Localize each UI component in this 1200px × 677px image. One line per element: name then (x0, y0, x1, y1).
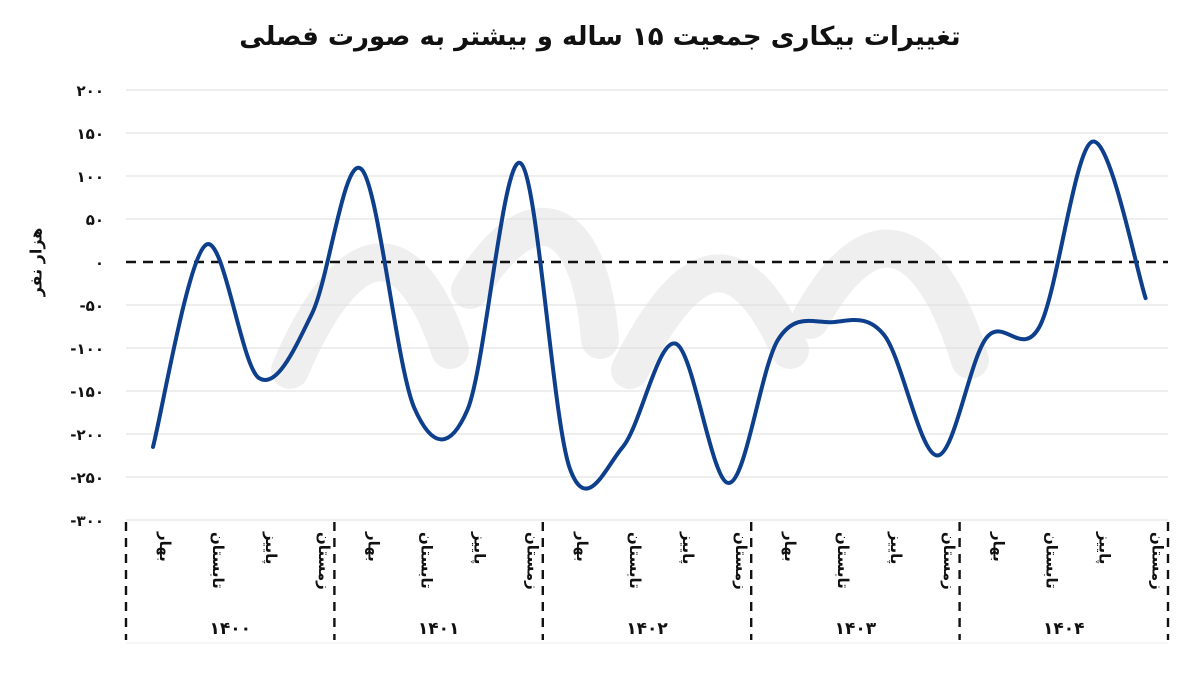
y-tick-label: -۲۰۰ (70, 426, 104, 444)
y-tick-label: ۵۰ (86, 211, 104, 229)
y-tick-label: -۱۵۰ (70, 383, 104, 401)
x-tick-label: زمستان (315, 532, 333, 590)
x-tick-label: پاییز (886, 531, 905, 564)
y-tick-label: ۲۰۰ (77, 82, 104, 100)
x-tick-label: زمستان (1149, 532, 1167, 590)
x-tick-label: زمستان (523, 532, 541, 590)
y-tick-label: ۱۵۰ (77, 125, 104, 143)
x-tick-label: بهار (781, 531, 799, 562)
year-label: ۱۴۰۱ (418, 619, 460, 639)
chart-title: تغییرات بیکاری جمعیت ۱۵ ساله و بیشتر به … (239, 22, 961, 52)
x-tick-label: تابستان (626, 532, 644, 589)
y-tick-label: ۱۰۰ (77, 168, 104, 186)
x-tick-label: بهار (573, 531, 591, 562)
x-tick-label: تابستان (209, 532, 227, 589)
x-tick-label: پاییز (1095, 531, 1114, 564)
y-tick-label: -۲۵۰ (70, 469, 104, 487)
y-tick-label: ۰ (95, 254, 104, 272)
x-tick-label: تابستان (1043, 532, 1061, 589)
x-tick-label: زمستان (732, 532, 750, 590)
x-tick-label: پاییز (469, 531, 488, 564)
x-tick-label: پاییز (678, 531, 697, 564)
year-label: ۱۴۰۰ (209, 619, 251, 639)
x-tick-label: تابستان (834, 532, 852, 589)
x-tick-label: بهار (156, 531, 174, 562)
x-tick-label: زمستان (940, 532, 958, 590)
series-line (151, 139, 1148, 491)
y-tick-label: -۵۰ (79, 297, 104, 315)
x-tick-label: پاییز (261, 531, 280, 564)
year-label: ۱۴۰۲ (626, 619, 668, 639)
y-tick-label: -۳۰۰ (70, 512, 104, 530)
year-label: ۱۴۰۴ (1043, 619, 1085, 639)
year-label: ۱۴۰۳ (835, 619, 877, 639)
y-tick-label: -۱۰۰ (70, 340, 104, 358)
x-tick-label: بهار (364, 531, 382, 562)
x-tick-label: بهار (990, 531, 1008, 562)
x-tick-label: تابستان (417, 532, 435, 589)
